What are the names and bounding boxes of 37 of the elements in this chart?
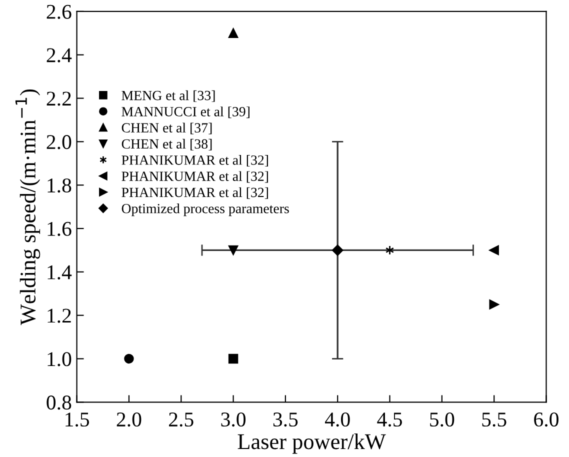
legend-label: Optimized process parameters (122, 204, 289, 216)
x-tick-label: 4.5 (377, 412, 402, 427)
legend-label: CHEN et al [38] (122, 138, 212, 150)
x-tick-label: 6.0 (534, 412, 558, 427)
x-tick-label: 1.5 (66, 412, 90, 427)
legend-label: PHANIKUMAR et al [32] (122, 171, 268, 183)
y-axis-title: Welding speed/(m·min$^{−1}$) (15, 89, 40, 326)
y-tick-label: 1.4 (48, 265, 72, 280)
y-tick-label: 2.2 (46, 92, 71, 106)
y-tick-label: 0.8 (46, 396, 72, 410)
x-tick-label: 3.5 (273, 412, 298, 427)
legend-label: PHANIKUMAR et al [32] (122, 187, 268, 199)
point (228, 28, 238, 38)
x-tick-label: 2.5 (169, 412, 194, 427)
legend-label: MENG et al [33] (122, 90, 215, 102)
y-tick-label: 1.0 (48, 352, 72, 366)
legend-label: PHANIKUMAR et al [32] (122, 155, 268, 167)
y-tick-label: 2.0 (46, 135, 72, 150)
legend-label: CHEN et al [37] (122, 122, 212, 134)
x-tick-label: 5.0 (430, 412, 454, 427)
y-tick-label: 1.8 (48, 178, 72, 193)
point (228, 245, 238, 256)
x-tick-label: 3.0 (221, 412, 246, 427)
x-tick-label: 2.0 (116, 412, 142, 427)
y-tick-label: 1.6 (48, 222, 72, 236)
point (228, 354, 238, 364)
y-tick-label: 2.6 (46, 4, 72, 19)
point (124, 354, 134, 364)
point (332, 244, 344, 256)
x-tick-label: 4.0 (324, 412, 350, 427)
point (489, 300, 499, 310)
y-tick-label: 2.4 (46, 48, 72, 62)
legend-label: MANNUCCI et al [39] (122, 106, 250, 118)
y-tick-label: 1.2 (48, 308, 71, 323)
x-axis-title: Laser power/kW (238, 434, 386, 454)
x-tick-label: 5.5 (482, 412, 506, 427)
point (489, 245, 499, 256)
